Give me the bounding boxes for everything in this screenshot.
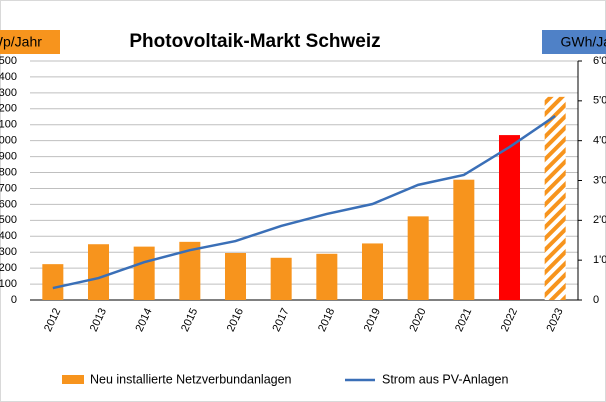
y-axis-label: MWp/Jahr <box>0 34 42 50</box>
bar <box>270 257 292 300</box>
y2-tick-label: 2'000 <box>593 214 606 226</box>
y-tick-label: 400 <box>0 230 17 242</box>
bar <box>224 252 247 300</box>
y-tick-label: 200 <box>0 262 17 274</box>
bar <box>87 244 110 300</box>
y2-tick-label: 3'000 <box>593 174 606 186</box>
bar <box>453 179 475 300</box>
line <box>52 114 556 290</box>
y2-axis-label: GWh/Jahr <box>560 34 606 50</box>
bar <box>179 241 201 300</box>
y-tick-label: 0 <box>11 294 17 306</box>
y-tick-label: 1'200 <box>0 103 17 115</box>
y-tick-label: 1'100 <box>0 119 17 131</box>
y2-tick-label: 0 <box>593 294 599 306</box>
y-label-box <box>0 30 60 54</box>
y-tick-label: 1'400 <box>0 71 17 83</box>
y2-tick-label: 5'000 <box>593 95 606 107</box>
y-tick-label: 600 <box>0 198 17 210</box>
bar <box>498 135 521 300</box>
y2-tick-label: 1'000 <box>593 254 606 266</box>
y-tick-label: 900 <box>0 151 17 163</box>
y-tick-label: 1'300 <box>0 87 17 99</box>
chart-title: Photovoltaik-Markt Schweiz <box>129 31 380 52</box>
y-tick-label: 1'000 <box>0 135 17 147</box>
y2-label-box <box>542 30 606 54</box>
y2-tick-label: 6'000 <box>593 55 606 67</box>
legend-swatch <box>62 375 84 384</box>
bar <box>133 246 155 300</box>
bar <box>316 253 338 300</box>
bar <box>42 264 64 300</box>
y-tick-label: 1'500 <box>0 55 17 67</box>
y2-tick-label: 4'000 <box>593 135 606 147</box>
y-tick-label: 500 <box>0 214 17 226</box>
y-tick-label: 300 <box>0 246 17 258</box>
legend-label: Neu installierte Netzverbundanlagen <box>90 372 292 386</box>
y-tick-label: 700 <box>0 182 17 194</box>
bar <box>361 243 384 300</box>
legend-label: Strom aus PV-Anlagen <box>382 372 509 386</box>
bar <box>544 96 566 300</box>
bar <box>407 216 429 300</box>
y-tick-label: 100 <box>0 278 17 290</box>
y-tick-label: 800 <box>0 166 17 178</box>
